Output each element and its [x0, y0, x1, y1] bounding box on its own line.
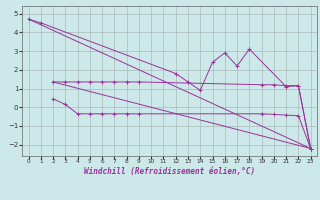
X-axis label: Windchill (Refroidissement éolien,°C): Windchill (Refroidissement éolien,°C) [84, 167, 255, 176]
